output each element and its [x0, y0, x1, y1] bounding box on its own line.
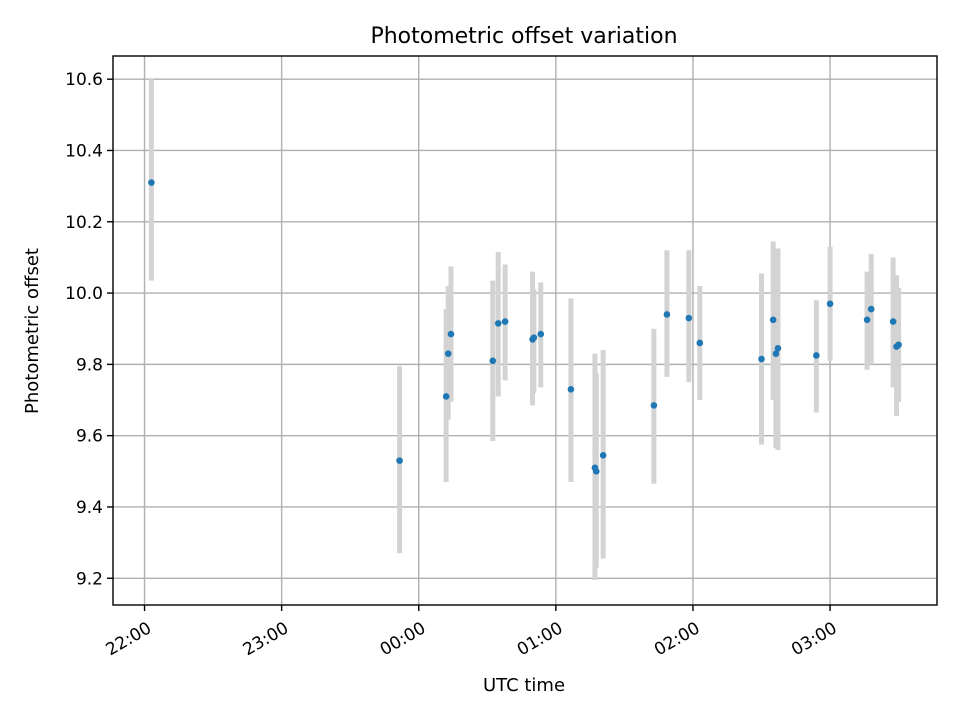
y-tick-label: 9.2 [76, 569, 103, 589]
data-point [774, 345, 782, 352]
y-tick-label: 9.4 [76, 498, 103, 518]
data-point [769, 316, 777, 324]
x-axis-label: UTC time [483, 675, 565, 696]
error-bars [148, 79, 902, 581]
data-point [444, 350, 452, 357]
data-point [772, 350, 780, 357]
data-point [895, 341, 902, 349]
y-axis-label: Photometric offset [22, 248, 43, 414]
y-tick-label: 10.4 [65, 141, 103, 161]
data-point [685, 314, 693, 322]
x-axis-ticks: 22:00 23:00 00:00 01:00 02:00 03:00 [103, 605, 841, 660]
x-tick-label: 23:00 [240, 618, 292, 660]
data-point [889, 318, 897, 325]
y-tick-label: 10.0 [65, 284, 103, 304]
x-tick-label: 03:00 [788, 618, 840, 660]
data-point [489, 357, 497, 365]
data-point [696, 339, 704, 347]
data-point [501, 318, 509, 325]
data-point [567, 386, 575, 393]
data-point [396, 457, 403, 464]
y-tick-label: 10.6 [65, 70, 103, 90]
data-point [537, 330, 545, 338]
data-point [758, 355, 765, 363]
data-point [530, 334, 538, 341]
data-point [867, 305, 875, 313]
data-points [148, 179, 902, 475]
plot-frame [112, 55, 938, 606]
data-point [494, 320, 502, 327]
y-axis-ticks: 9.2 9.4 9.6 9.8 10.0 10.2 10.4 10.6 [65, 70, 113, 589]
y-tick-label: 9.8 [76, 355, 103, 375]
chart-title: Photometric offset variation [370, 24, 677, 49]
data-point [826, 300, 834, 308]
y-tick-label: 9.6 [76, 427, 103, 447]
data-point [863, 316, 871, 324]
data-point [442, 393, 450, 400]
grid [113, 56, 937, 605]
data-point [148, 179, 155, 186]
x-tick-label: 22:00 [103, 618, 155, 660]
x-tick-label: 00:00 [377, 618, 429, 660]
y-tick-label: 10.2 [65, 213, 103, 233]
x-tick-label: 02:00 [651, 618, 703, 660]
data-point [813, 352, 820, 359]
x-tick-label: 01:00 [514, 618, 566, 660]
data-point [599, 451, 607, 459]
data-point [663, 311, 671, 318]
data-point [447, 330, 455, 338]
data-point [592, 468, 600, 475]
data-point [650, 402, 658, 409]
